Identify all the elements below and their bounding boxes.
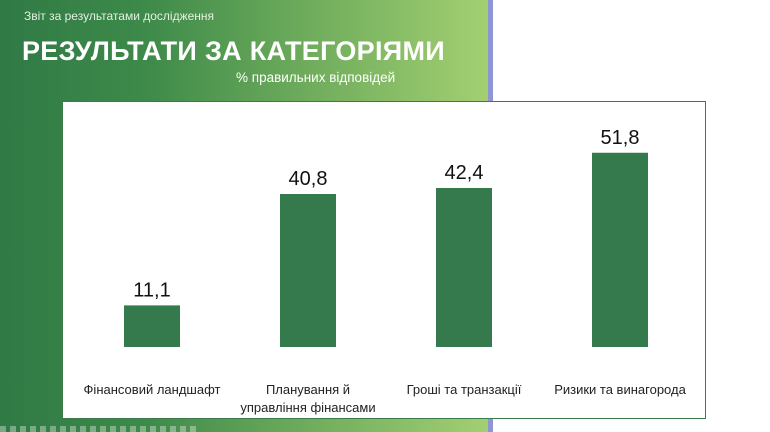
value-label-1: 11,1	[133, 279, 170, 301]
value-label-3: 42,4	[445, 162, 484, 184]
chart-subtitle: % правильних відповідей	[236, 70, 396, 85]
bar-chart: 11,1 Фінансовий ландшафт 40,8 Планування й у…	[84, 127, 687, 415]
category-label-2-line-2: управління фінансами	[240, 400, 375, 415]
category-label-1: Фінансовий ландшафт	[84, 382, 221, 397]
footer-note	[0, 426, 200, 432]
chart-panel: 11,1 Фінансовий ландшафт 40,8 Планування й у…	[62, 101, 706, 419]
report-label: Звіт за результатами дослідження	[24, 9, 215, 23]
page-title: РЕЗУЛЬТАТИ ЗА КАТЕГОРІЯМИ	[22, 36, 445, 66]
bar-2	[280, 194, 336, 347]
bar-1	[124, 305, 180, 347]
category-label-4: Ризики та винагорода	[554, 382, 686, 397]
category-label-3: Гроші та транзакції	[407, 382, 522, 397]
category-label-2-line-1: Планування й	[266, 382, 350, 397]
value-label-4: 51,8	[601, 127, 640, 149]
bar-3	[436, 188, 492, 347]
bar-4	[592, 152, 648, 347]
value-label-2: 40,8	[289, 168, 328, 190]
